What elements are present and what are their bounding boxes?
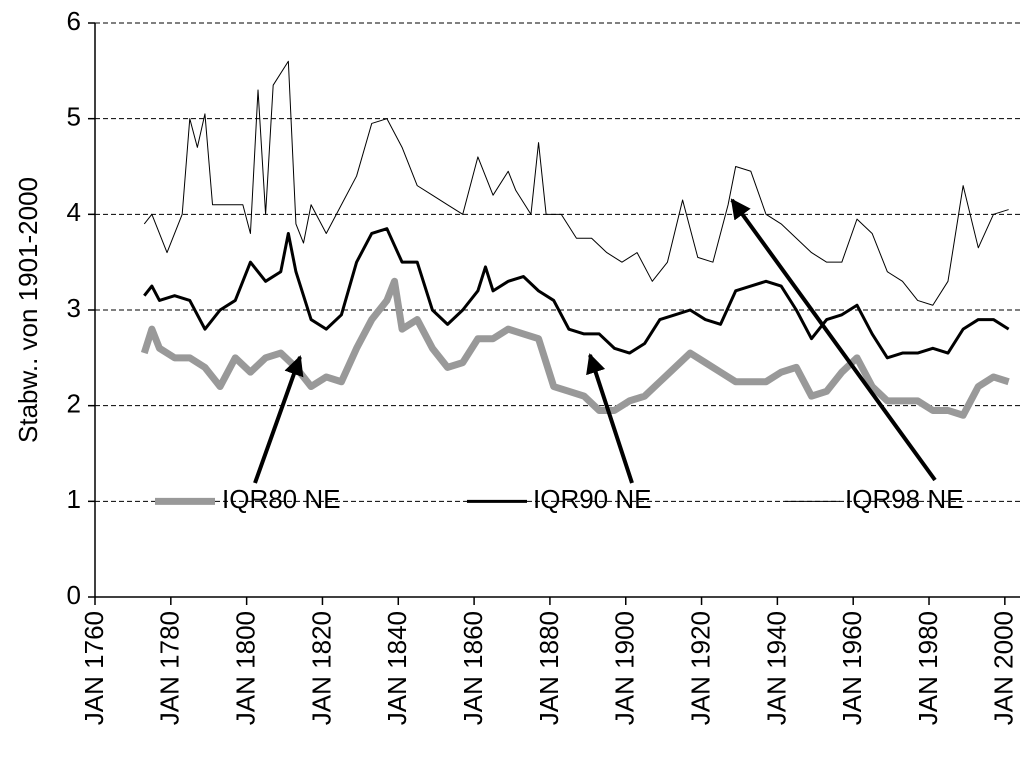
x-tick-label: JAN 1960: [837, 611, 867, 725]
x-tick-label: JAN 1900: [610, 611, 640, 725]
x-tick-label: JAN 1820: [306, 611, 336, 725]
x-tick-label: JAN 1860: [458, 611, 488, 725]
arrow: [253, 355, 304, 484]
arrow: [730, 198, 937, 482]
x-tick-label: JAN 1880: [534, 611, 564, 725]
x-tick-label: JAN 2000: [989, 611, 1019, 725]
legend-label: IQR90 NE: [533, 484, 652, 514]
y-tick-label: 6: [67, 6, 81, 36]
y-tick-label: 4: [67, 197, 81, 227]
y-tick-label: 5: [67, 102, 81, 132]
lines: [140, 60, 1010, 419]
y-tick-label: 3: [67, 293, 81, 323]
x-tick-label: JAN 1920: [685, 611, 715, 725]
legend-label: IQR98 NE: [845, 484, 964, 514]
x-tick-label: JAN 1940: [761, 611, 791, 725]
arrows: [253, 198, 937, 484]
y-tick-label: 1: [67, 484, 81, 514]
x-tick-label: JAN 1980: [913, 611, 943, 725]
series-line: [143, 60, 1009, 306]
legend-label: IQR80 NE: [222, 484, 341, 514]
y-tick-label: 2: [67, 389, 81, 419]
x-tick-label: JAN 1800: [231, 611, 261, 725]
arrow: [586, 353, 634, 484]
x-tick-label: JAN 1780: [155, 611, 185, 725]
grid: 0 1 2 3 4 5 6 JAN 1760 JAN 1780 JAN 1800 JAN 1820 J…: [67, 6, 1020, 725]
legend: IQR80 NE IQR90 NE IQR98 NE: [155, 484, 964, 514]
series-line: [143, 227, 1010, 360]
x-tick-label: JAN 1840: [382, 611, 412, 725]
series-line: [140, 277, 1010, 419]
x-tick-label: JAN 1760: [79, 611, 109, 725]
y-axis-label: Stabw.. von 1901-2000: [13, 177, 43, 443]
y-tick-label: 0: [67, 580, 81, 610]
